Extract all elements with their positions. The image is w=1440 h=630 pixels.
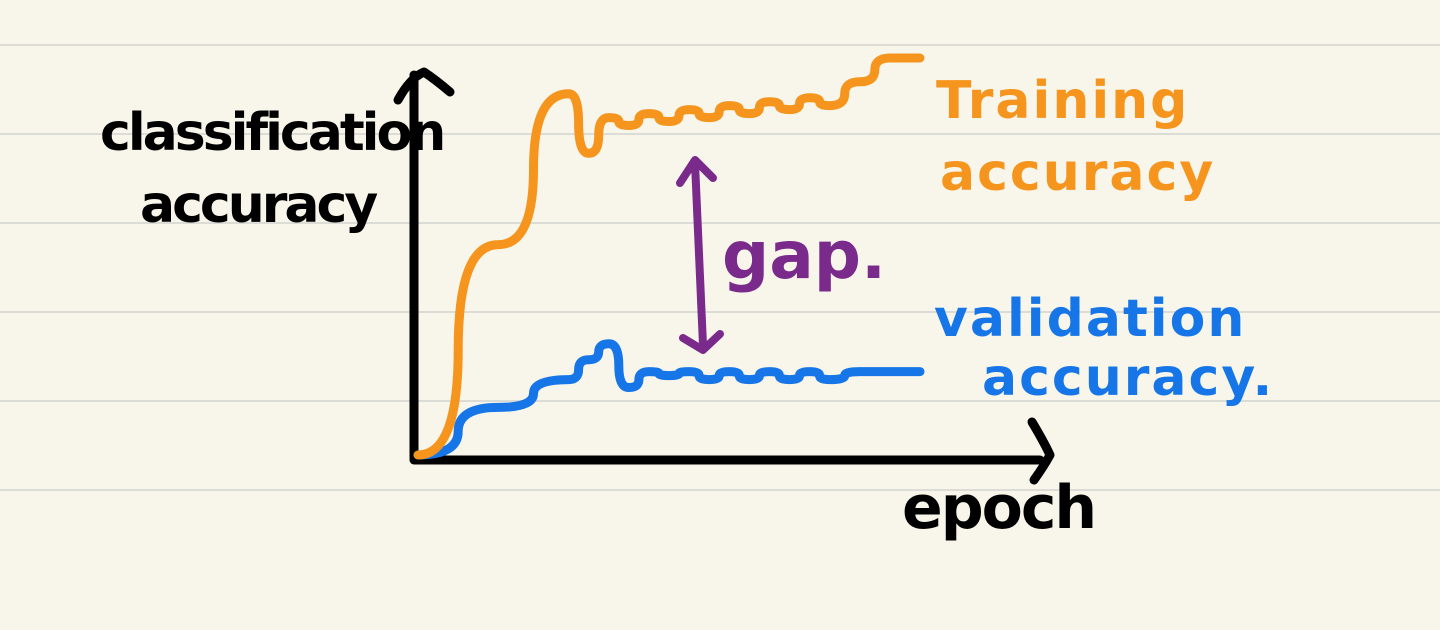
legend-validation-line-2: accuracy. <box>982 348 1274 408</box>
legend-training-line-2: accuracy <box>940 143 1215 203</box>
x-axis-label: epoch <box>902 473 1095 543</box>
chart-axes <box>393 67 1055 485</box>
gap-double-arrow <box>676 156 724 354</box>
gap-label: gap. <box>722 217 886 294</box>
y-axis-label: classification accuracy <box>100 103 446 235</box>
y-axis-arrowhead <box>393 67 455 105</box>
legend-validation-line-1: validation <box>934 289 1246 349</box>
ylabel-line-2: accuracy <box>140 175 377 235</box>
notebook-ruled-lines <box>0 44 1440 491</box>
gap-annotation: gap. <box>676 156 886 354</box>
ylabel-line-1: classification <box>100 103 443 163</box>
training-accuracy-line <box>413 53 925 460</box>
validation-accuracy-line <box>413 339 925 460</box>
x-axis-arrowhead <box>1027 417 1055 485</box>
legend: Training accuracy validation accuracy. <box>934 71 1274 408</box>
series-layer <box>413 53 925 460</box>
legend-training-line-1: Training <box>936 71 1189 131</box>
